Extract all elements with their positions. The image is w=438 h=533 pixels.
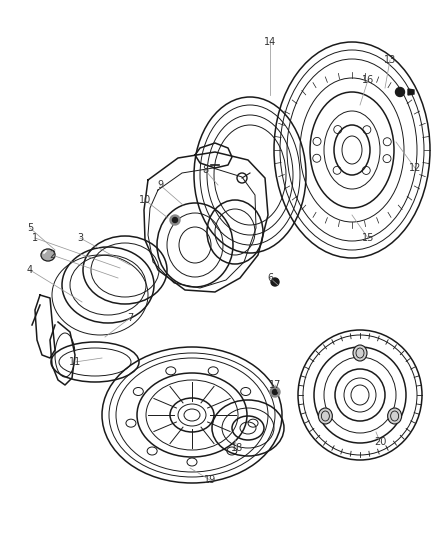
Text: 7: 7 — [127, 313, 133, 323]
Text: 18: 18 — [231, 443, 243, 453]
Circle shape — [173, 217, 177, 222]
Text: 3: 3 — [77, 233, 83, 243]
Text: 4: 4 — [27, 265, 33, 275]
Text: 6: 6 — [267, 273, 273, 283]
Text: 16: 16 — [362, 75, 374, 85]
Text: 9: 9 — [157, 180, 163, 190]
Ellipse shape — [318, 408, 332, 424]
Circle shape — [396, 87, 405, 96]
Text: 19: 19 — [204, 475, 216, 485]
Text: 12: 12 — [409, 163, 421, 173]
Text: 13: 13 — [384, 55, 396, 65]
Circle shape — [271, 278, 279, 286]
Ellipse shape — [388, 408, 402, 424]
Text: 17: 17 — [269, 380, 281, 390]
Circle shape — [272, 390, 278, 394]
Text: 14: 14 — [264, 37, 276, 47]
Text: 8: 8 — [202, 165, 208, 175]
Text: 15: 15 — [362, 233, 374, 243]
Text: 20: 20 — [374, 437, 386, 447]
Circle shape — [270, 387, 280, 397]
Ellipse shape — [353, 345, 367, 361]
Circle shape — [170, 215, 180, 225]
Text: 2: 2 — [49, 250, 55, 260]
Text: 10: 10 — [139, 195, 151, 205]
Polygon shape — [408, 89, 414, 95]
Text: 1: 1 — [32, 233, 38, 243]
Text: 5: 5 — [27, 223, 33, 233]
Text: 11: 11 — [69, 357, 81, 367]
Ellipse shape — [41, 249, 55, 261]
